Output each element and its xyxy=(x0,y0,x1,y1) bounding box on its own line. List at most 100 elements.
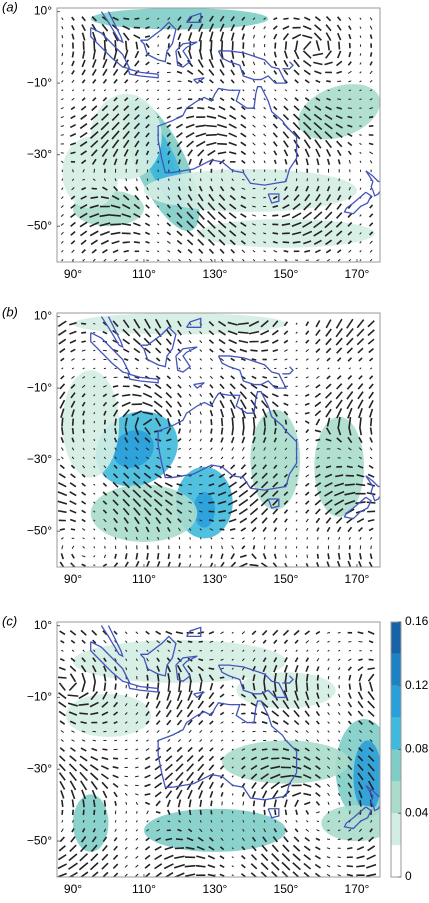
wind-vector xyxy=(338,722,340,724)
wind-vector xyxy=(369,400,373,408)
wind-vector xyxy=(307,555,308,558)
wind-vector xyxy=(168,682,169,692)
wind-vector xyxy=(201,555,202,558)
wind-vector xyxy=(155,855,162,859)
wind-vector xyxy=(273,350,278,352)
wind-vector xyxy=(157,36,159,38)
wind-vector xyxy=(91,197,98,198)
wind-vector xyxy=(103,564,107,566)
wind-vector xyxy=(200,394,202,397)
wind-vector xyxy=(264,53,265,56)
wind-vector xyxy=(229,152,236,154)
y-tick-label: −10° xyxy=(27,380,52,394)
wind-vector xyxy=(316,149,320,157)
wind-vector xyxy=(114,79,117,83)
wind-vector xyxy=(306,368,308,369)
wind-vector xyxy=(285,98,288,101)
wind-vector xyxy=(82,564,86,566)
wind-vector xyxy=(316,812,319,813)
wind-vector xyxy=(306,501,309,504)
wind-vector xyxy=(241,400,246,409)
wind-vector xyxy=(167,458,170,459)
wind-vector xyxy=(102,758,108,760)
wind-vector xyxy=(124,70,128,75)
wind-vector xyxy=(242,740,244,741)
wind-vector xyxy=(370,368,372,369)
wind-vector xyxy=(240,392,246,399)
colorbar-band xyxy=(391,781,401,813)
wind-vector xyxy=(58,874,67,877)
wind-vector xyxy=(147,553,148,560)
wind-vector xyxy=(72,250,75,253)
wind-vector xyxy=(348,561,351,569)
wind-vector xyxy=(232,722,234,723)
wind-vector xyxy=(229,133,237,137)
wind-vector xyxy=(92,250,96,253)
wind-vector xyxy=(62,90,64,91)
wind-vector xyxy=(242,856,245,859)
wind-vector xyxy=(221,438,223,443)
shading xyxy=(321,805,392,841)
wind-vector xyxy=(123,339,130,344)
wind-vector xyxy=(240,349,247,351)
wind-vector xyxy=(220,694,224,697)
wind-vector xyxy=(94,40,95,50)
wind-vector xyxy=(123,18,129,19)
wind-vector xyxy=(177,133,183,138)
wind-vector xyxy=(370,214,373,217)
wind-vector xyxy=(326,348,330,353)
wind-vector xyxy=(306,820,308,822)
wind-vector xyxy=(82,501,86,504)
wind-vector xyxy=(366,865,376,868)
wind-vector xyxy=(93,502,95,503)
wind-vector xyxy=(165,847,173,850)
wind-vector xyxy=(348,71,351,73)
wind-vector xyxy=(293,242,301,243)
wind-vector xyxy=(221,32,224,41)
wind-vector xyxy=(157,730,159,732)
wind-vector xyxy=(360,90,362,91)
wind-vector xyxy=(305,413,310,414)
wind-vector xyxy=(165,764,172,770)
wind-vector xyxy=(350,811,351,815)
wind-vector xyxy=(326,17,330,21)
wind-vector xyxy=(220,677,224,678)
wind-vector xyxy=(93,493,95,494)
wind-vector xyxy=(188,150,192,156)
shading xyxy=(144,169,357,212)
wind-vector xyxy=(62,18,63,20)
wind-vector xyxy=(337,376,340,379)
wind-vector xyxy=(339,42,340,50)
wind-vector xyxy=(347,400,352,409)
wind-vector xyxy=(59,764,65,771)
wind-vector xyxy=(369,641,373,642)
wind-vector xyxy=(336,392,342,399)
wind-vector xyxy=(103,791,106,798)
wind-vector xyxy=(303,784,311,787)
wind-vector xyxy=(176,124,182,128)
wind-vector xyxy=(83,429,84,433)
wind-vector xyxy=(348,358,351,361)
wind-vector xyxy=(209,668,214,669)
wind-vector xyxy=(349,650,351,651)
wind-vector xyxy=(115,829,117,832)
wind-vector xyxy=(71,116,76,119)
wind-vector xyxy=(347,866,353,867)
wind-vector xyxy=(92,69,96,75)
wind-vector xyxy=(168,562,170,569)
wind-vector xyxy=(187,756,193,762)
wind-vector xyxy=(94,810,95,815)
coastline xyxy=(366,171,387,196)
wind-vector xyxy=(198,59,203,67)
wind-vector xyxy=(178,376,180,378)
wind-vector xyxy=(158,674,159,682)
wind-vector xyxy=(200,412,201,415)
wind-vector xyxy=(211,419,212,425)
wind-vector xyxy=(316,838,320,840)
wind-vector xyxy=(80,124,87,129)
wind-vector xyxy=(61,553,63,559)
wind-vector xyxy=(72,800,73,808)
wind-vector xyxy=(220,401,224,408)
wind-vector xyxy=(94,412,95,414)
